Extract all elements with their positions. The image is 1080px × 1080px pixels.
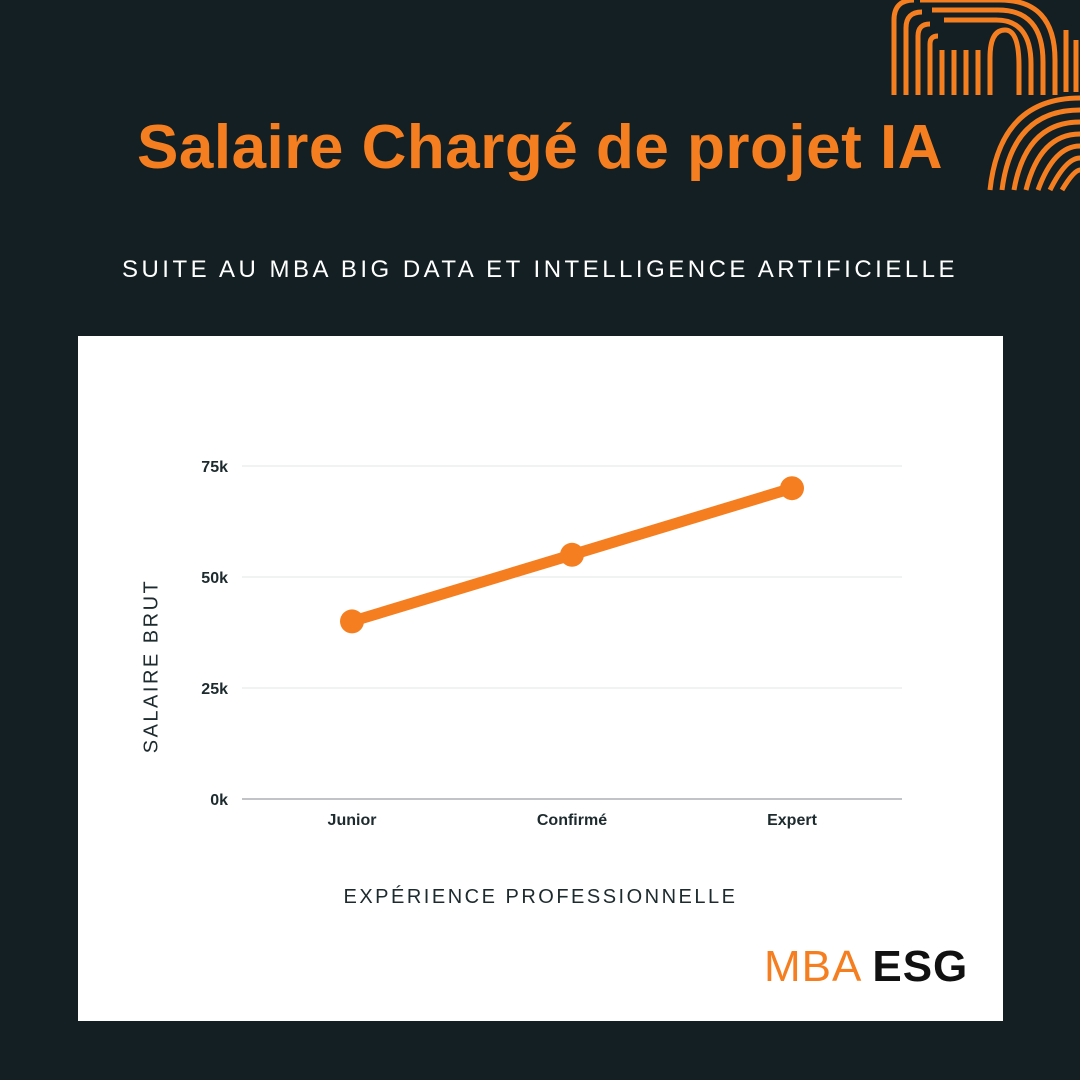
mba-esg-logo: MBA ESG	[764, 942, 968, 992]
logo-esg-text: ESG	[872, 942, 969, 991]
line-chart: 0k 25k 50k 75k Junior Confirmé Expert	[201, 459, 902, 829]
x-tick-label: Junior	[328, 812, 377, 829]
data-point	[780, 476, 804, 501]
data-point	[560, 542, 584, 567]
decorative-stripes-graphic	[891, 0, 1080, 192]
page-title: Salaire Chargé de projet IA	[137, 113, 943, 182]
x-tick-label: Confirmé	[537, 812, 607, 829]
x-axis-label: EXPÉRIENCE PROFESSIONNELLE	[343, 886, 738, 908]
y-tick-label: 0k	[210, 792, 228, 809]
y-tick-label: 75k	[201, 459, 228, 476]
page-subtitle: SUITE AU MBA BIG DATA ET INTELLIGENCE AR…	[121, 256, 959, 283]
chart-card: 0k 25k 50k 75k Junior Confirmé Expert SALAIRE …	[78, 336, 1003, 1021]
data-point	[340, 609, 364, 634]
y-tick-label: 50k	[201, 570, 228, 587]
x-tick-label: Expert	[767, 812, 817, 829]
logo-mba-text: MBA	[764, 942, 863, 991]
y-axis-label: SALAIRE BRUT	[140, 578, 163, 754]
y-tick-label: 25k	[201, 681, 228, 698]
